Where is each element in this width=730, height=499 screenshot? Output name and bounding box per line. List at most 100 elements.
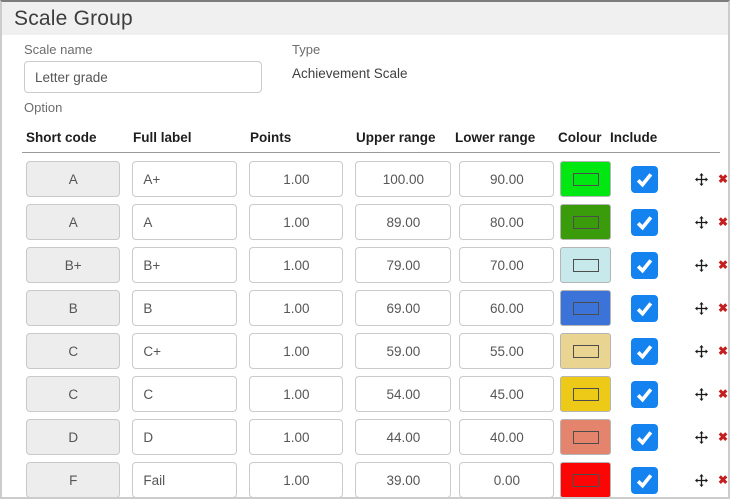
scale-name-label: Scale name <box>24 42 93 57</box>
move-handle-icon[interactable] <box>694 215 708 229</box>
column-header: Colour <box>558 130 602 145</box>
lower-range-input[interactable] <box>459 161 555 197</box>
delete-icon[interactable]: ✖ <box>717 473 728 487</box>
checkmark-icon <box>636 301 653 316</box>
short-code-field[interactable]: A <box>26 204 121 240</box>
colour-swatch-button[interactable] <box>560 290 612 326</box>
checkmark-icon <box>636 430 653 445</box>
column-header: Lower range <box>455 130 536 145</box>
column-header: Upper range <box>356 130 436 145</box>
full-label-input[interactable] <box>132 376 238 412</box>
table-row: C ✖ <box>26 333 728 369</box>
move-handle-icon[interactable] <box>694 172 708 186</box>
short-code-field[interactable]: F <box>26 462 121 497</box>
upper-range-input[interactable] <box>355 204 452 240</box>
colour-rect-icon <box>572 172 599 186</box>
full-label-input[interactable] <box>132 462 238 497</box>
delete-icon[interactable]: ✖ <box>717 301 728 315</box>
include-checkbox[interactable] <box>631 251 658 279</box>
upper-range-input[interactable] <box>355 419 452 455</box>
lower-range-input[interactable] <box>459 204 555 240</box>
short-code-field[interactable]: C <box>26 333 121 369</box>
delete-icon[interactable]: ✖ <box>717 215 728 229</box>
lower-range-input[interactable] <box>459 247 555 283</box>
delete-icon[interactable]: ✖ <box>717 258 728 272</box>
colour-rect-icon <box>572 387 599 401</box>
include-checkbox[interactable] <box>631 208 658 236</box>
colour-swatch-button[interactable] <box>560 204 612 240</box>
full-label-input[interactable] <box>132 161 238 197</box>
colour-rect-icon <box>572 215 599 229</box>
upper-range-input[interactable] <box>355 333 452 369</box>
colour-swatch-button[interactable] <box>560 161 612 197</box>
upper-range-input[interactable] <box>355 247 452 283</box>
colour-swatch-button[interactable] <box>560 376 612 412</box>
lower-range-input[interactable] <box>459 462 555 497</box>
include-checkbox[interactable] <box>631 294 658 322</box>
lower-range-input[interactable] <box>459 419 555 455</box>
move-handle-icon[interactable] <box>694 344 708 358</box>
full-label-input[interactable] <box>132 247 238 283</box>
delete-icon[interactable]: ✖ <box>717 430 728 444</box>
upper-range-input[interactable] <box>355 290 452 326</box>
table-row: D ✖ <box>26 419 728 455</box>
lower-range-input[interactable] <box>459 376 555 412</box>
type-value: Achievement Scale <box>292 66 408 81</box>
panel-body: Scale name Type Achievement Scale Option… <box>2 35 728 497</box>
page-title: Scale Group <box>14 6 133 30</box>
scale-rows: A ✖ A <box>26 161 728 497</box>
type-label: Type <box>292 42 321 57</box>
points-input[interactable] <box>249 333 344 369</box>
points-input[interactable] <box>249 161 344 197</box>
full-label-input[interactable] <box>132 290 238 326</box>
delete-icon[interactable]: ✖ <box>717 387 728 401</box>
points-input[interactable] <box>249 247 344 283</box>
move-handle-icon[interactable] <box>694 258 708 272</box>
include-checkbox[interactable] <box>631 466 658 494</box>
table-row: B ✖ <box>26 290 728 326</box>
upper-range-input[interactable] <box>355 376 452 412</box>
table-row: A ✖ <box>26 204 728 240</box>
include-checkbox[interactable] <box>631 380 658 408</box>
move-handle-icon[interactable] <box>694 473 708 487</box>
checkmark-icon <box>636 172 653 187</box>
table-row: B+ ✖ <box>26 247 728 283</box>
full-label-input[interactable] <box>132 333 238 369</box>
colour-rect-icon <box>572 430 599 444</box>
move-handle-icon[interactable] <box>694 430 708 444</box>
lower-range-input[interactable] <box>459 290 555 326</box>
scale-name-input[interactable] <box>24 61 262 93</box>
move-handle-icon[interactable] <box>694 387 708 401</box>
short-code-field[interactable]: B <box>26 290 121 326</box>
colour-swatch-button[interactable] <box>560 333 612 369</box>
lower-range-input[interactable] <box>459 333 555 369</box>
checkmark-icon <box>636 258 653 273</box>
delete-icon[interactable]: ✖ <box>717 172 728 186</box>
type-group: Type Achievement Scale <box>292 42 408 93</box>
include-checkbox[interactable] <box>631 423 658 451</box>
points-input[interactable] <box>249 204 344 240</box>
full-label-input[interactable] <box>132 419 238 455</box>
short-code-field[interactable]: B+ <box>26 247 121 283</box>
points-input[interactable] <box>249 290 344 326</box>
form-row: Scale name Type Achievement Scale <box>24 42 728 93</box>
colour-rect-icon <box>572 301 599 315</box>
upper-range-input[interactable] <box>355 161 452 197</box>
column-header: Points <box>250 130 292 145</box>
include-checkbox[interactable] <box>631 337 658 365</box>
include-checkbox[interactable] <box>631 165 658 193</box>
points-input[interactable] <box>249 419 344 455</box>
colour-swatch-button[interactable] <box>560 419 612 455</box>
colour-swatch-button[interactable] <box>560 247 612 283</box>
delete-icon[interactable]: ✖ <box>717 344 728 358</box>
move-handle-icon[interactable] <box>694 301 708 315</box>
short-code-field[interactable]: D <box>26 419 121 455</box>
points-input[interactable] <box>249 462 344 497</box>
upper-range-input[interactable] <box>355 462 452 497</box>
short-code-field[interactable]: A <box>26 161 121 197</box>
full-label-input[interactable] <box>132 204 238 240</box>
short-code-field[interactable]: C <box>26 376 121 412</box>
colour-swatch-button[interactable] <box>560 462 612 497</box>
panel-header: Scale Group <box>2 2 728 35</box>
points-input[interactable] <box>249 376 344 412</box>
